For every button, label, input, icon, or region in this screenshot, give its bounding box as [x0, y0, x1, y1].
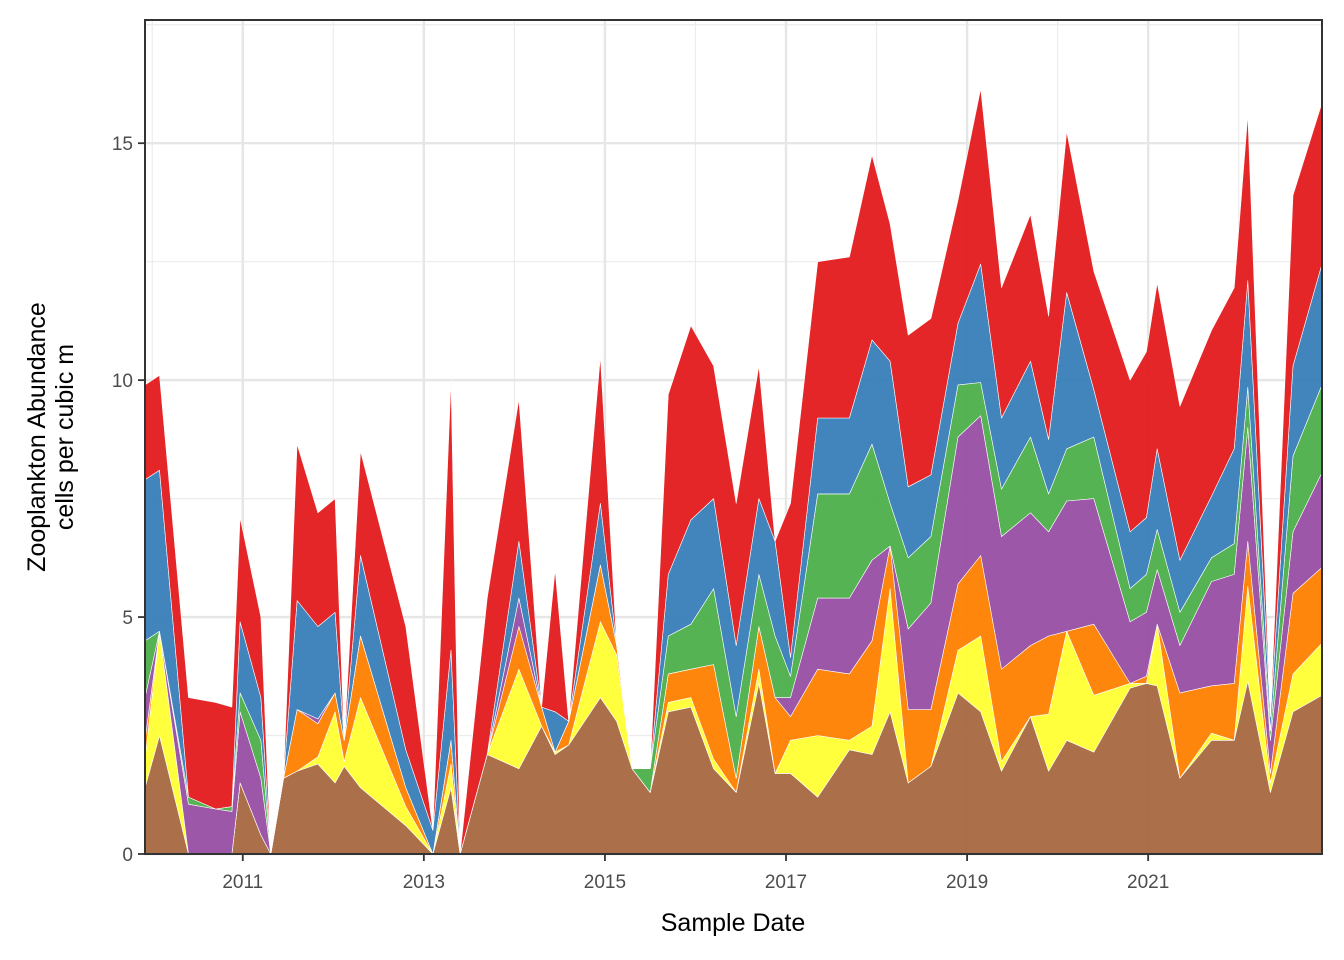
plot-border: [144, 19, 1323, 855]
y-tick-label: 10: [112, 371, 133, 392]
y-axis-title-line-1: Zooplankton Abundance: [23, 302, 51, 572]
x-tick-label: 2013: [403, 872, 445, 893]
x-tick-label: 2021: [1127, 872, 1169, 893]
y-tick-label: 15: [112, 134, 133, 155]
x-tick-label: 2017: [765, 872, 807, 893]
x-axis-ticks: 2011 2013 2015 2017 2019 2021: [222, 854, 1169, 893]
y-axis-ticks: 0 5 10 15: [112, 134, 145, 866]
x-axis-title: Sample Date: [661, 909, 806, 937]
y-tick-label: 5: [122, 608, 133, 629]
y-axis-title-line-2: cells per cubic m: [51, 344, 79, 530]
x-tick-label: 2015: [584, 872, 626, 893]
y-tick-label: 0: [122, 845, 133, 866]
x-tick-label: 2019: [946, 872, 988, 893]
x-tick-label: 2011: [222, 872, 263, 893]
